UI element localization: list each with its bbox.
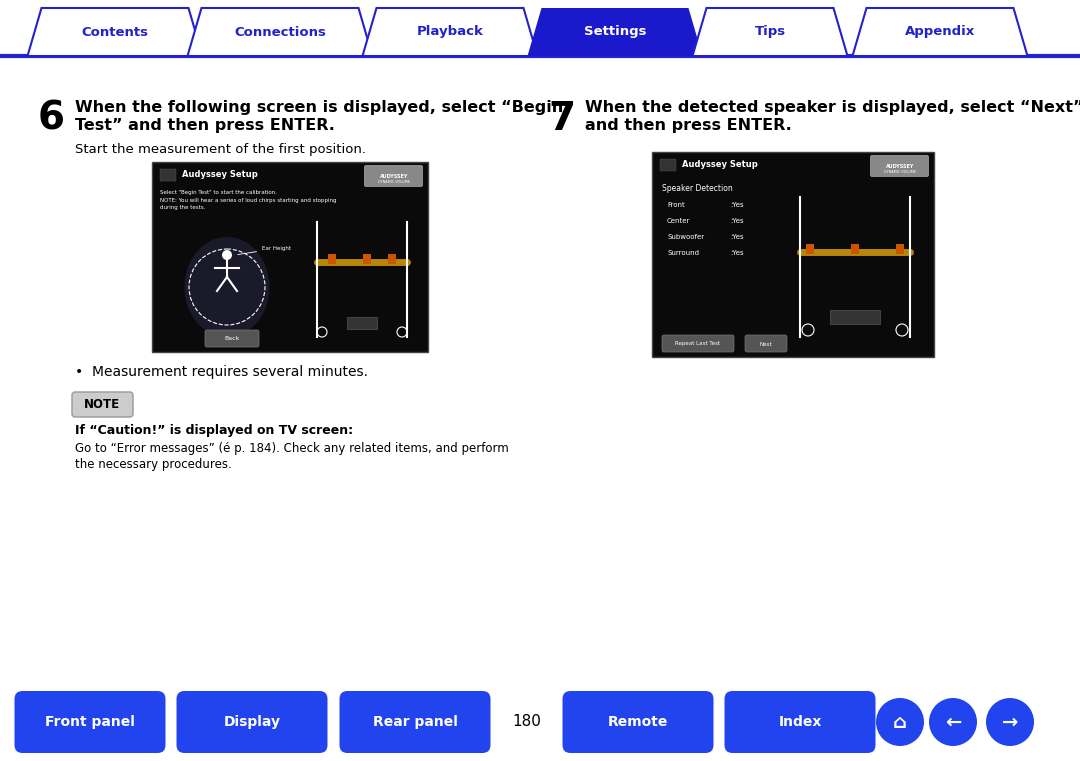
Text: 180: 180	[513, 715, 541, 730]
Polygon shape	[188, 8, 373, 56]
FancyBboxPatch shape	[725, 691, 876, 753]
Bar	[831, 310, 880, 324]
Polygon shape	[692, 8, 848, 56]
Bar	[388, 254, 396, 264]
Text: Remote: Remote	[608, 715, 669, 729]
Bar	[328, 254, 336, 264]
Text: When the detected speaker is displayed, select “Next”: When the detected speaker is displayed, …	[585, 100, 1080, 115]
Text: Connections: Connections	[234, 26, 326, 39]
Text: Audyssey Setup: Audyssey Setup	[681, 160, 758, 169]
Text: Next: Next	[759, 342, 772, 346]
Circle shape	[929, 698, 977, 746]
Text: Surround: Surround	[667, 250, 699, 256]
FancyBboxPatch shape	[72, 392, 133, 417]
Text: 6: 6	[38, 100, 65, 138]
FancyBboxPatch shape	[563, 691, 714, 753]
Bar	[896, 244, 904, 254]
Text: NOTE: You will hear a series of loud chirps starting and stopping: NOTE: You will hear a series of loud chi…	[160, 198, 337, 203]
Text: :Yes: :Yes	[730, 234, 744, 240]
Text: Test” and then press ENTER.: Test” and then press ENTER.	[75, 118, 335, 133]
Text: Appendix: Appendix	[905, 26, 975, 39]
Text: and then press ENTER.: and then press ENTER.	[585, 118, 792, 133]
Text: Rear panel: Rear panel	[373, 715, 458, 729]
Bar	[652, 152, 934, 357]
Text: Center: Center	[667, 218, 690, 224]
Text: When the following screen is displayed, select “Begin: When the following screen is displayed, …	[75, 100, 564, 115]
Text: the necessary procedures.: the necessary procedures.	[75, 458, 232, 471]
Text: :Yes: :Yes	[730, 218, 744, 224]
Text: Front panel: Front panel	[45, 715, 135, 729]
Text: Settings: Settings	[584, 26, 646, 39]
Text: Go to “Error messages” (é p. 184). Check any related items, and perform: Go to “Error messages” (é p. 184). Check…	[75, 442, 509, 455]
Text: If “Caution!” is displayed on TV screen:: If “Caution!” is displayed on TV screen:	[75, 424, 353, 437]
Text: during the tests.: during the tests.	[160, 205, 205, 210]
FancyBboxPatch shape	[176, 691, 327, 753]
FancyBboxPatch shape	[365, 165, 422, 186]
Circle shape	[876, 698, 924, 746]
Bar	[851, 244, 859, 254]
Text: Speaker Detection: Speaker Detection	[662, 184, 732, 193]
Bar	[160, 169, 176, 181]
Text: Ear Height: Ear Height	[238, 246, 291, 255]
FancyBboxPatch shape	[205, 330, 259, 347]
FancyBboxPatch shape	[745, 335, 787, 352]
Bar	[660, 159, 676, 171]
Text: Audyssey Setup: Audyssey Setup	[183, 170, 258, 179]
Text: Display: Display	[224, 715, 281, 729]
Text: DYNAMIC VOLUME: DYNAMIC VOLUME	[378, 180, 410, 184]
Text: AUDYSSEY: AUDYSSEY	[380, 174, 408, 179]
Text: :Yes: :Yes	[730, 250, 744, 256]
Polygon shape	[363, 8, 538, 56]
Text: Playback: Playback	[417, 26, 484, 39]
FancyBboxPatch shape	[870, 155, 929, 177]
Text: →: →	[1002, 712, 1018, 731]
Bar	[363, 254, 372, 264]
Bar	[152, 162, 428, 352]
Text: DYNAMIC VOLUME: DYNAMIC VOLUME	[885, 170, 916, 174]
Polygon shape	[527, 8, 702, 56]
Bar	[347, 317, 377, 329]
Polygon shape	[852, 8, 1027, 56]
Text: Start the measurement of the first position.: Start the measurement of the first posit…	[75, 143, 366, 156]
Text: AUDYSSEY: AUDYSSEY	[886, 164, 914, 168]
Circle shape	[222, 250, 232, 260]
Text: Front: Front	[667, 202, 685, 208]
Circle shape	[986, 698, 1034, 746]
Text: Repeat Last Test: Repeat Last Test	[675, 342, 720, 346]
Text: :Yes: :Yes	[730, 202, 744, 208]
FancyBboxPatch shape	[339, 691, 490, 753]
Text: •  Measurement requires several minutes.: • Measurement requires several minutes.	[75, 365, 368, 379]
FancyBboxPatch shape	[14, 691, 165, 753]
Text: 7: 7	[548, 100, 576, 138]
Text: ←: ←	[945, 712, 961, 731]
Ellipse shape	[185, 237, 270, 337]
Polygon shape	[27, 8, 203, 56]
Text: Select "Begin Test" to start the calibration.: Select "Begin Test" to start the calibra…	[160, 190, 276, 195]
Text: Contents: Contents	[81, 26, 149, 39]
Text: Back: Back	[225, 336, 240, 342]
Text: Tips: Tips	[755, 26, 785, 39]
Text: Subwoofer: Subwoofer	[667, 234, 704, 240]
Bar	[806, 244, 814, 254]
Text: Index: Index	[779, 715, 822, 729]
FancyBboxPatch shape	[662, 335, 734, 352]
Text: NOTE: NOTE	[84, 397, 120, 410]
Text: ⌂: ⌂	[893, 712, 907, 731]
